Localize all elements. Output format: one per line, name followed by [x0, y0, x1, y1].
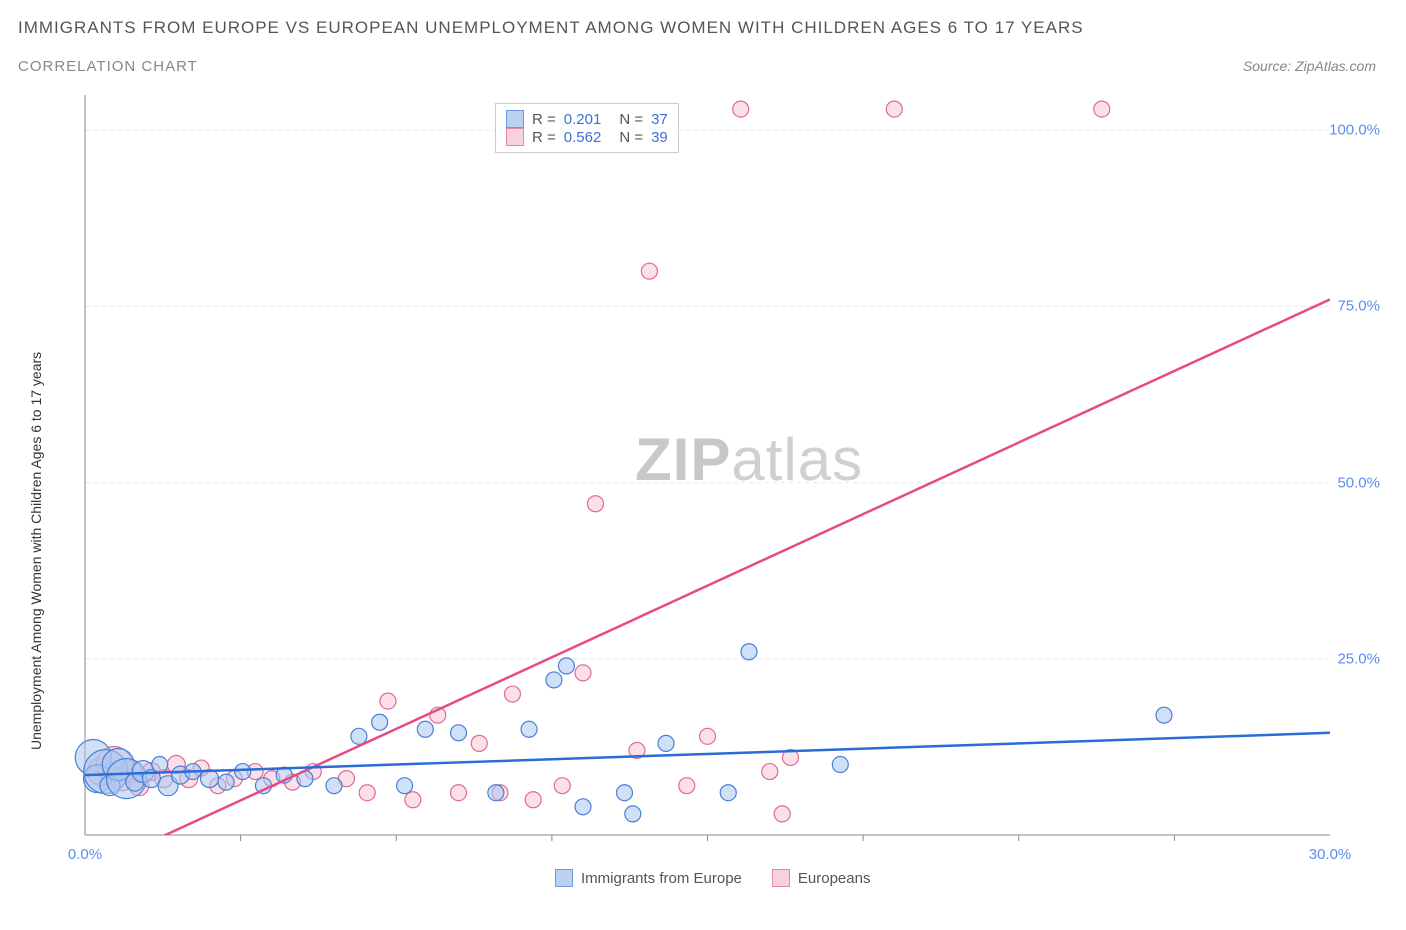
correlation-legend: R = 0.201 N = 37 R = 0.562 N = 39 — [495, 103, 679, 153]
legend-swatch — [506, 110, 524, 128]
legend-n-value: 37 — [651, 111, 668, 128]
y-tick-label: 50.0% — [1337, 474, 1380, 491]
legend-swatch — [772, 869, 790, 887]
y-tick-label: 25.0% — [1337, 650, 1380, 667]
scatter-chart — [55, 95, 1395, 885]
series-legend-item: Europeans — [772, 869, 871, 887]
legend-n-label: N = — [619, 129, 643, 146]
x-tick-label: 30.0% — [1309, 846, 1352, 863]
series-legend-label: Europeans — [798, 870, 871, 887]
series-legend-label: Immigrants from Europe — [581, 870, 742, 887]
series-legend-item: Immigrants from Europe — [555, 869, 742, 887]
chart-title: IMMIGRANTS FROM EUROPE VS EUROPEAN UNEMP… — [18, 18, 1084, 38]
series-legend: Immigrants from Europe Europeans — [555, 869, 870, 887]
legend-n-label: N = — [619, 111, 643, 128]
source-attribution: Source: ZipAtlas.com — [1243, 58, 1376, 74]
legend-r-value: 0.201 — [564, 111, 602, 128]
chart-area: ZIPatlas R =0.201N =37R =0.562N =39 25.0… — [55, 95, 1395, 885]
y-axis-label: Unemployment Among Women with Children A… — [28, 352, 44, 750]
legend-n-value: 39 — [651, 129, 668, 146]
y-tick-label: 75.0% — [1337, 298, 1380, 315]
legend-r-value: 0.562 — [564, 129, 602, 146]
legend-row: R = 0.201 N = 37 — [506, 110, 668, 128]
legend-swatch — [506, 128, 524, 146]
legend-r-label: R = — [532, 111, 556, 128]
legend-swatch — [555, 869, 573, 887]
chart-subtitle: CORRELATION CHART — [18, 58, 198, 75]
x-tick-label: 0.0% — [68, 846, 102, 863]
y-tick-label: 100.0% — [1329, 122, 1380, 139]
legend-row: R = 0.562 N = 39 — [506, 128, 668, 146]
legend-r-label: R = — [532, 129, 556, 146]
